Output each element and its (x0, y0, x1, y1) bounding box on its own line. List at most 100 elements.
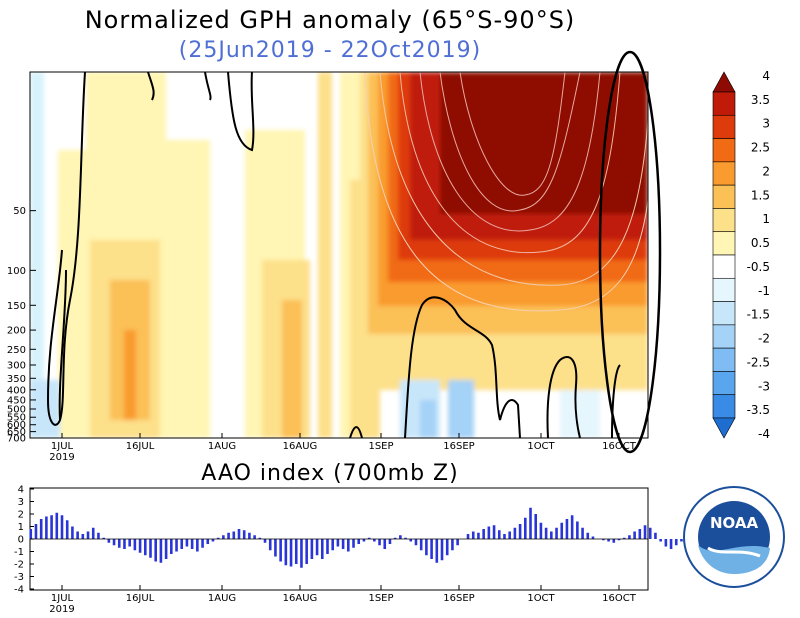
aao-x-tick-label: 16JUL (126, 593, 155, 604)
heatmap-x-tick-label: 1OCT (527, 441, 555, 452)
aao-bar (175, 539, 178, 552)
heatmap-y-tick-label: 400 (7, 385, 26, 396)
fine-contour-3 (419, 72, 601, 232)
aao-bar (440, 539, 444, 561)
aao-bar (65, 520, 69, 539)
orange-band-august (282, 300, 302, 438)
heatmap-x-tick-label: 16JUL (126, 441, 155, 452)
heatmap-y-tick-label: 550 (7, 413, 26, 424)
colorbar-swatch (712, 231, 736, 256)
aao-bar (373, 539, 376, 542)
aao-bar (263, 539, 267, 543)
chart-title: Normalized GPH anomaly (65°S-90°S) (84, 6, 576, 34)
aao-bar (430, 539, 433, 559)
aao-bar (310, 539, 314, 559)
aao-bar (284, 539, 288, 566)
colorbar-swatch (712, 71, 736, 93)
aao-bar (435, 539, 439, 563)
aao-x-tick-label: 1AUG (208, 593, 236, 604)
aao-bar (669, 539, 673, 549)
aao-bar (628, 535, 631, 539)
aao-bar (674, 539, 678, 546)
heatmap-y-tick-label: 250 (7, 345, 26, 356)
aao-bar (128, 539, 131, 547)
stripe-august (318, 72, 332, 438)
aao-bar (367, 537, 371, 539)
aao-bar (347, 539, 350, 552)
aao-x-tick-label: 1SEP (368, 593, 393, 604)
aao-bar (570, 515, 574, 539)
colorbar-swatch (712, 184, 736, 209)
aao-bar (508, 531, 511, 539)
aao-bar (45, 516, 48, 539)
heatmap-x-tick-label: 2019 (49, 452, 74, 463)
aao-bar (393, 537, 397, 539)
aao-bar (159, 539, 163, 563)
aao-x-tick-label: 1OCT (527, 593, 555, 604)
aao-bar (112, 539, 116, 546)
colorbar-label: -2.5 (747, 355, 770, 369)
colorbar-swatch (712, 347, 736, 372)
colorbar-label: -3 (758, 379, 770, 393)
colorbar-swatch (712, 394, 736, 419)
aao-bar (123, 539, 126, 549)
aao-bar (503, 534, 506, 539)
heatmap-y-tick-label: 50 (13, 206, 26, 217)
heatmap-x-tick-label: 1AUG (208, 441, 236, 452)
cyan-band-left (30, 72, 44, 438)
heatmap-y-tick-label: 650 (7, 427, 26, 438)
aao-y-axis: 43 21 0-1 -2-3 -4 (14, 485, 34, 596)
aao-bar (523, 517, 527, 539)
aao-bar (591, 536, 595, 539)
colorbar-swatch (712, 138, 736, 163)
aao-bar (654, 532, 657, 539)
fine-contour-5 (379, 72, 648, 286)
pale-band-late-july (160, 140, 210, 438)
aao-bar (185, 539, 189, 547)
aao-bar (378, 539, 381, 546)
aao-x-tick-label: 16OCT (602, 593, 637, 604)
aao-bar (34, 524, 38, 539)
colorbar-label: 1 (762, 212, 770, 226)
aao-bar (326, 539, 329, 554)
aao-bar (97, 532, 100, 539)
colorbar-label: 4 (762, 69, 770, 83)
aao-bar (565, 519, 569, 539)
aao-bar (76, 531, 79, 539)
aao-bar (196, 539, 199, 552)
aao-bar (71, 526, 74, 539)
blue-cell-early-sep (420, 400, 436, 438)
aao-bar (362, 539, 366, 542)
aao-bar (305, 539, 308, 564)
aao-bar (633, 531, 636, 539)
aao-bar (289, 539, 293, 567)
fine-contour-6 (364, 72, 648, 312)
heatmap-x-tick-label: 16AUG (283, 441, 318, 452)
aao-bar (211, 539, 215, 542)
aao-bar (612, 539, 616, 543)
colorbar-swatch (712, 114, 736, 139)
blue-cell-october (560, 390, 600, 438)
zero-contour-late-july (204, 72, 212, 101)
aao-bar (518, 524, 522, 539)
aao-y-tick-label: -1 (14, 547, 24, 558)
heatmap-y-tick-label: 200 (7, 326, 26, 337)
aao-bar (143, 539, 147, 556)
colorbar-label: -0.5 (747, 260, 770, 274)
aao-bar (315, 539, 319, 556)
aao-bar (492, 525, 496, 539)
colorbar-swatch (712, 301, 736, 326)
aao-bar (555, 527, 558, 539)
aao-bar (336, 539, 340, 547)
aao-bar (534, 514, 538, 539)
colorbar-label: 2 (762, 164, 770, 178)
heatmap-y-tick-label: 350 (7, 374, 26, 385)
aao-bar (456, 539, 459, 546)
aao-bar (206, 539, 210, 544)
aao-bar (60, 515, 64, 539)
aao-bar (487, 526, 491, 539)
heatmap-x-tick-label: 16SEP (443, 441, 474, 452)
aao-bar (55, 512, 59, 539)
